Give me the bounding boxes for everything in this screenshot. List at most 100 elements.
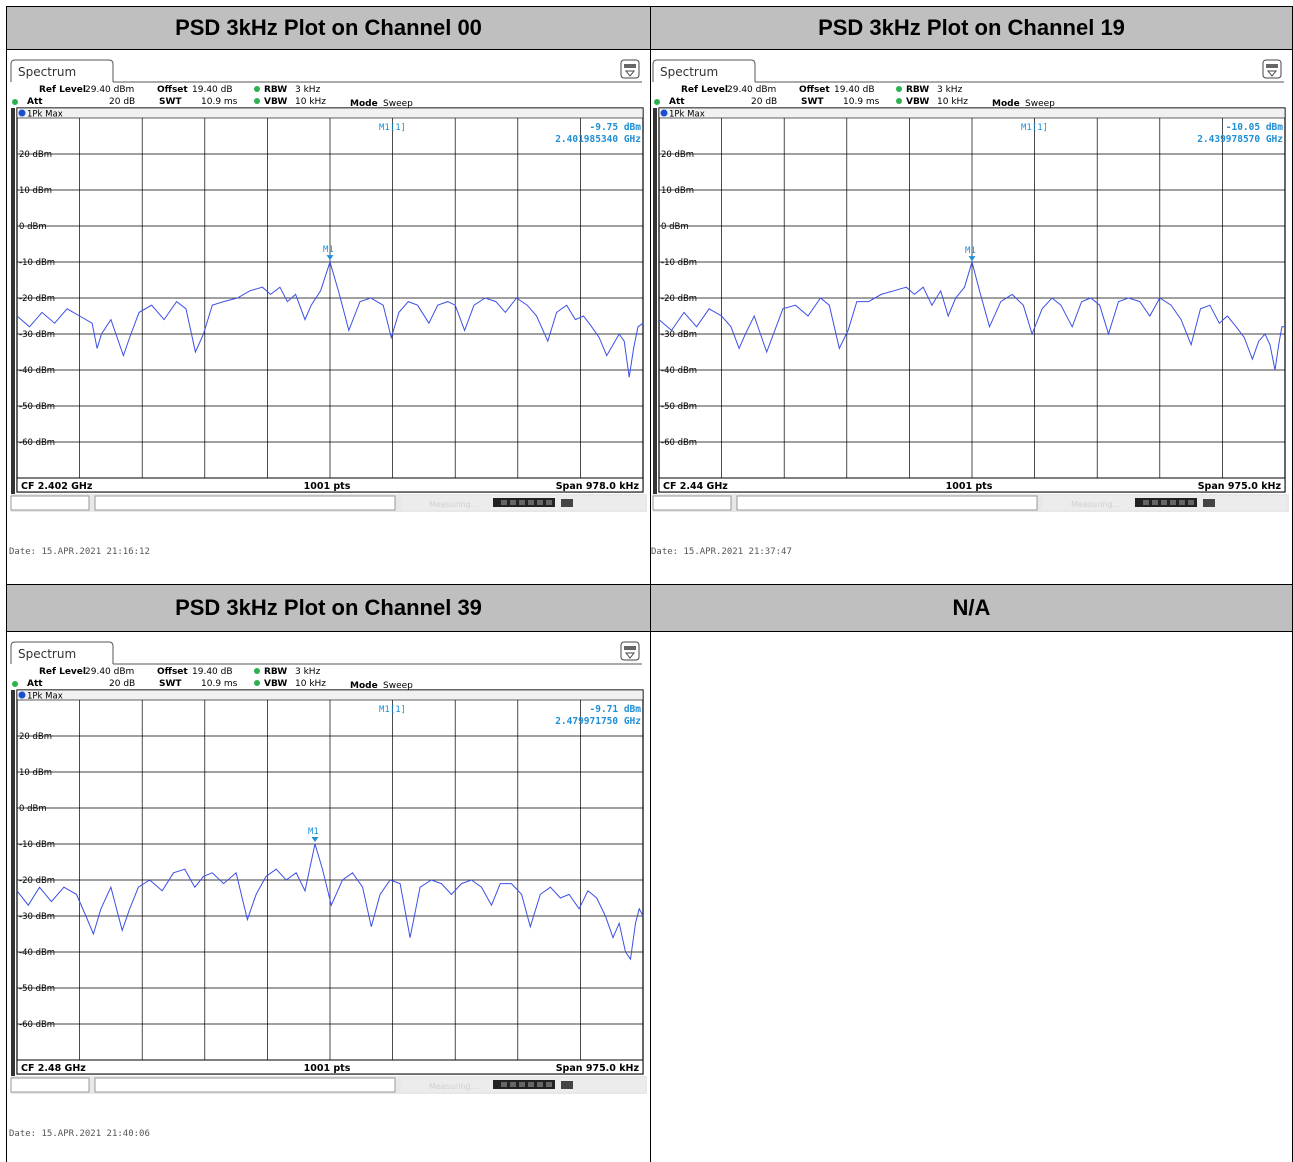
y-tick-label: -30 dBm <box>19 330 55 340</box>
mode-label: Mode <box>992 99 1020 109</box>
att-label: Att <box>27 97 43 107</box>
y-tick-label: -20 dBm <box>19 876 55 886</box>
panel-heading: PSD 3kHz Plot on Channel 19 <box>650 6 1293 50</box>
coupled-indicator-icon <box>12 681 18 687</box>
swt-value: 10.9 ms <box>201 679 238 689</box>
progress-bar-segment <box>1161 500 1167 505</box>
y-tick-label: 10 dBm <box>19 186 52 196</box>
marker-m1-icon <box>968 256 976 262</box>
settings-icon[interactable] <box>1262 59 1282 79</box>
analyzer-screenshot: Spectrum Ref Level 29.40 dBm Offset 19.40 dB… <box>651 58 1292 578</box>
footer-bar <box>658 477 1286 493</box>
mode-value: Sweep <box>1025 99 1055 109</box>
ref-level-label: Ref Level <box>39 85 86 95</box>
progress-bar-segment <box>546 500 552 505</box>
ref-level-label: Ref Level <box>681 85 728 95</box>
marker-tag: M1 <box>965 246 976 256</box>
trace-bar <box>658 107 1286 119</box>
status-text: Measuring... <box>429 500 478 509</box>
coupled-indicator-icon <box>254 98 260 104</box>
swt-value: 10.9 ms <box>201 97 238 107</box>
spectrum-analyzer: Spectrum Ref Level 29.40 dBm Offset 19.40 dB… <box>9 641 647 1139</box>
rbw-label: RBW <box>906 85 929 95</box>
marker-frequency: 2.439978570 GHz <box>1197 134 1283 145</box>
results-table: PSD 3kHz Plot on Channel 00 PSD 3kHz Plo… <box>6 6 1293 1162</box>
coupled-indicator-icon <box>254 680 260 686</box>
progress-bar-segment <box>537 1082 543 1087</box>
status-field[interactable] <box>736 495 1038 511</box>
offset-label: Offset <box>799 85 830 95</box>
att-value: 20 dB <box>109 679 135 689</box>
y-tick-label: -20 dBm <box>19 294 55 304</box>
trace-line <box>658 260 1285 371</box>
trace-indicator-icon <box>18 109 26 117</box>
trace-label: 1Pk Max <box>27 110 63 120</box>
remote-icon <box>561 1081 573 1089</box>
spectrum-tab[interactable] <box>652 59 756 82</box>
progress-bar-segment <box>501 1082 507 1087</box>
coupled-indicator-icon <box>654 99 660 105</box>
att-value: 20 dB <box>751 97 777 107</box>
ref-level-value: 29.40 dBm <box>85 85 134 95</box>
progress-bar-segment <box>537 500 543 505</box>
y-tick-label: -50 dBm <box>661 402 697 412</box>
left-rail <box>11 690 15 1076</box>
marker-level: -10.05 dBm <box>1226 122 1283 133</box>
status-field[interactable] <box>94 1077 396 1093</box>
status-field[interactable] <box>10 495 90 511</box>
progress-bar-segment <box>1143 500 1149 505</box>
progress-bar-segment <box>510 500 516 505</box>
footer-bar <box>16 1059 644 1075</box>
trace-bar <box>16 689 644 701</box>
panel-body: Spectrum Ref Level 29.40 dBm Offset 19.40 dB… <box>6 631 651 1162</box>
progress-bar-segment <box>501 500 507 505</box>
timestamp: Date: 15.APR.2021 21:37:47 <box>651 547 792 557</box>
panel-body: Spectrum Ref Level 29.40 dBm Offset 19.40 dB… <box>6 49 651 585</box>
span-value: Span 978.0 kHz <box>556 481 640 492</box>
att-label: Att <box>27 679 43 689</box>
vbw-value: 10 kHz <box>937 97 968 107</box>
progress-bar-segment <box>1179 500 1185 505</box>
y-tick-label: -20 dBm <box>661 294 697 304</box>
marker-frequency: 2.479971750 GHz <box>555 716 641 727</box>
settings-icon[interactable] <box>620 59 640 79</box>
settings-icon-bar <box>624 646 636 650</box>
span-value: Span 975.0 kHz <box>556 1063 640 1074</box>
status-field[interactable] <box>652 495 732 511</box>
progress-bar-segment <box>519 1082 525 1087</box>
trace-label: 1Pk Max <box>27 692 63 702</box>
marker-m1-icon <box>326 255 334 261</box>
left-rail <box>11 108 15 494</box>
att-value: 20 dB <box>109 97 135 107</box>
sweep-points: 1001 pts <box>304 481 351 492</box>
vbw-label: VBW <box>264 97 287 107</box>
settings-icon[interactable] <box>620 641 640 661</box>
marker-level: -9.75 dBm <box>590 122 642 133</box>
spectrum-tab[interactable] <box>10 59 114 82</box>
status-field[interactable] <box>94 495 396 511</box>
spectrum-tab[interactable] <box>10 641 114 664</box>
remote-icon <box>1203 499 1215 507</box>
y-tick-label: 20 dBm <box>19 732 52 742</box>
analyzer-screenshot: Spectrum Ref Level 29.40 dBm Offset 19.40 dB… <box>9 640 650 1160</box>
y-tick-label: -60 dBm <box>19 438 55 448</box>
offset-value: 19.40 dB <box>192 667 233 677</box>
y-tick-label: -40 dBm <box>19 948 55 958</box>
center-frequency: CF 2.44 GHz <box>663 481 728 492</box>
y-tick-label: -60 dBm <box>19 1020 55 1030</box>
marker-m1-icon <box>311 836 319 842</box>
offset-label: Offset <box>157 85 188 95</box>
mode-value: Sweep <box>383 681 413 691</box>
trace-label: 1Pk Max <box>669 110 705 120</box>
timestamp: Date: 15.APR.2021 21:16:12 <box>9 547 150 557</box>
y-tick-label: -10 dBm <box>19 258 55 268</box>
settings-icon-bar <box>1266 64 1278 68</box>
y-tick-label: -40 dBm <box>661 366 697 376</box>
rbw-value: 3 kHz <box>295 667 321 677</box>
trace-indicator-icon <box>660 109 668 117</box>
y-tick-label: 20 dBm <box>661 150 694 160</box>
panel-body: Spectrum Ref Level 29.40 dBm Offset 19.40 dB… <box>650 49 1293 585</box>
trace-line <box>16 843 644 961</box>
progress-bar-segment <box>519 500 525 505</box>
status-field[interactable] <box>10 1077 90 1093</box>
